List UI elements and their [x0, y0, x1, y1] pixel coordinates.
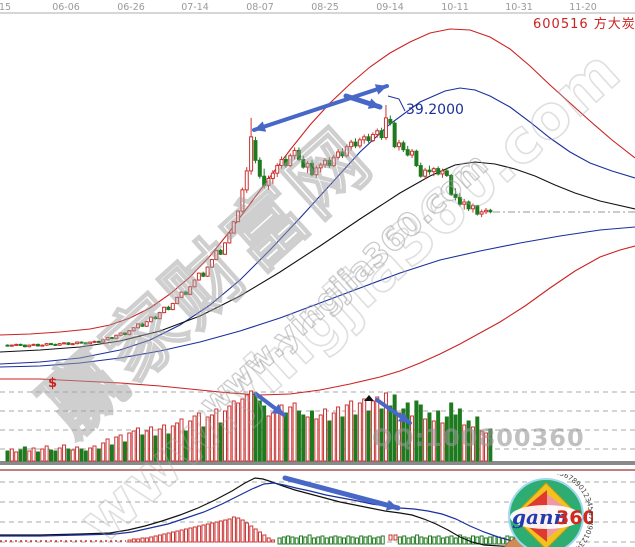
axis-date-label: 10-31: [505, 2, 533, 13]
indicator-panel: [0, 477, 553, 547]
axis-date-label: 11-20: [569, 2, 597, 13]
axis-date-label: 08-07: [246, 2, 274, 13]
axis-date-label: 06-26: [117, 2, 145, 13]
volume-bars: [5, 390, 493, 462]
axis-date-label: 07-14: [181, 2, 209, 13]
axis-date-label: 09-14: [376, 2, 404, 13]
axis-date-label: 10-11: [441, 2, 469, 13]
date-axis: 15 06-06 06-26 07-14 08-07 08-25 09-14 10-11 10-…: [0, 2, 635, 14]
annotation-arrows: [252, 84, 412, 511]
axis-date-label: 06-06: [52, 2, 80, 13]
axis-date-label: 15: [0, 2, 11, 13]
axis-date-label: 08-25: [311, 2, 339, 13]
candlestick-series: [5, 105, 493, 348]
